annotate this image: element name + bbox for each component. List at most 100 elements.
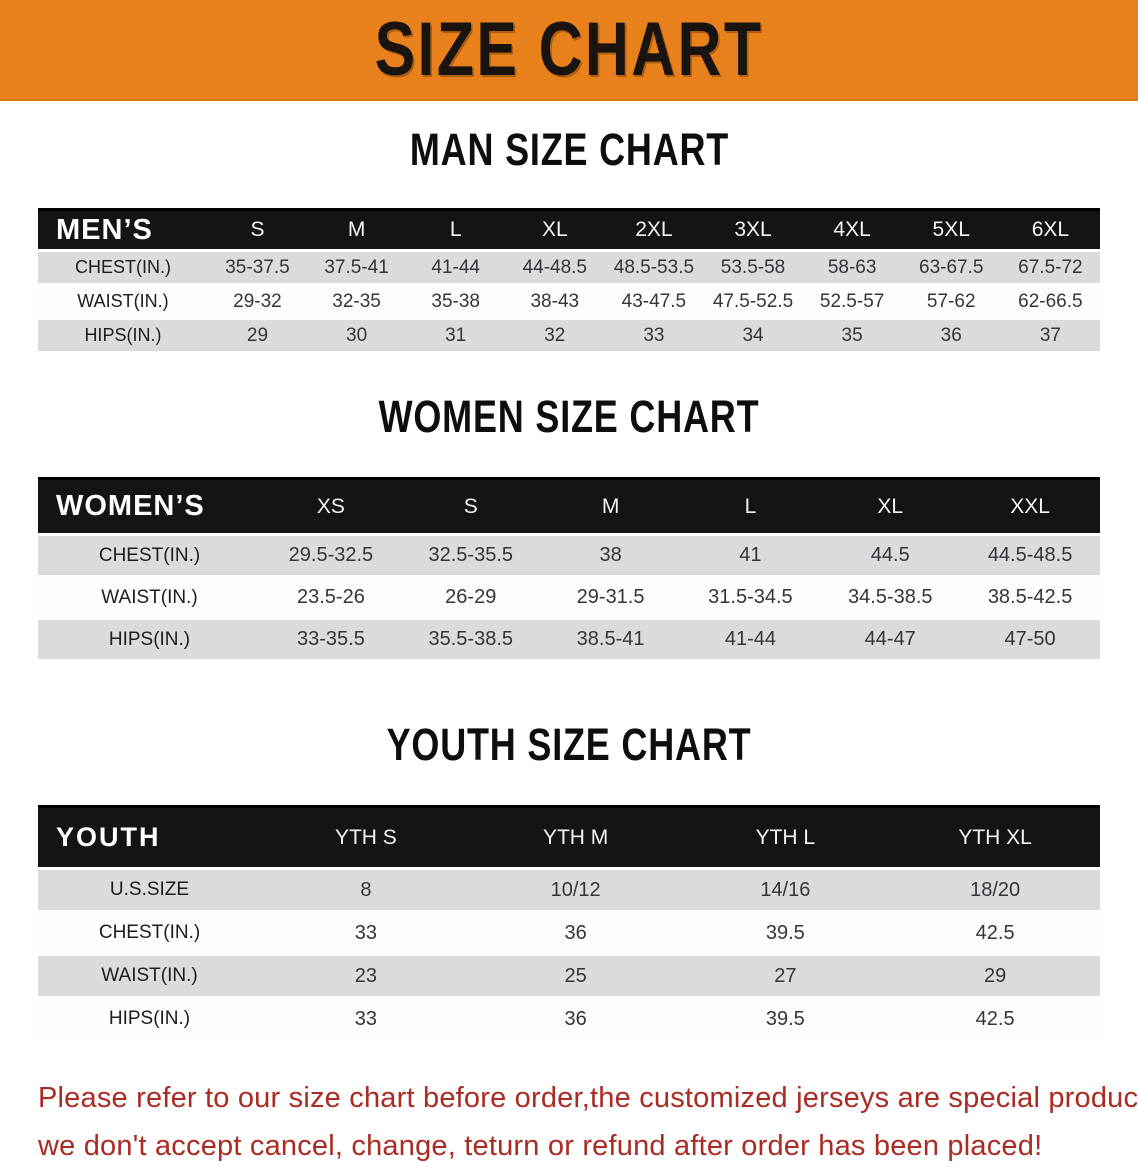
table-header-row: WOMEN’S XS S M L XL XXL [38,477,1100,533]
size-value-cell: 10/12 [470,870,681,910]
men-size-table: MEN’S S M L XL 2XL 3XL 4XL 5XL 6XL CHEST(IN.) 35-37… [38,205,1100,354]
size-value-cell: 30 [307,320,407,351]
measurement-row: CHEST(IN.) 33 36 39.5 42.5 [38,913,1100,953]
size-value-cell: 32 [505,320,605,351]
size-value-cell: 14/16 [680,870,891,910]
measurement-row: CHEST(IN.) 35-37.5 37.5-41 41-44 44-48.5 48.5… [38,252,1100,283]
size-value-cell: 42.5 [890,999,1100,1039]
order-disclaimer: Please refer to our size chart before or… [38,1074,1138,1170]
size-column-header: 2XL [604,208,704,249]
size-value-cell: 33-35.5 [261,620,401,659]
measurement-row: WAIST(IN.) 29-32 32-35 35-38 38-43 43-47.5 47.… [38,286,1100,317]
size-value-cell: 35-37.5 [207,252,308,283]
measurement-row-label: CHEST(IN.) [38,913,262,953]
measurement-row: HIPS(IN.) 33-35.5 35.5-38.5 38.5-41 41-44 44-… [38,620,1100,659]
table-title-cell: WOMEN’S [38,477,262,533]
size-value-cell: 44.5 [820,536,961,575]
size-value-cell: 25 [470,956,681,996]
size-value-cell: 29-32 [207,286,308,317]
size-column-header: 5XL [901,208,1001,249]
size-column-header: M [307,208,407,249]
size-column-header: YTH L [680,805,891,867]
size-value-cell: 32.5-35.5 [400,536,541,575]
table-header-row: YOUTH YTH S YTH M YTH L YTH XL [38,805,1100,867]
size-value-cell: 67.5-72 [1000,252,1100,283]
size-value-cell: 37.5-41 [307,252,407,283]
size-value-cell: 41 [680,536,821,575]
size-value-cell: 39.5 [680,913,891,953]
table-header: YOUTH YTH S YTH M YTH L YTH XL [38,805,1100,867]
youth-section-heading: YOUTH SIZE CHART [0,722,1138,776]
size-value-cell: 41-44 [680,620,821,659]
size-column-header: 6XL [1000,208,1100,249]
size-value-cell: 44-47 [820,620,961,659]
size-chart-body: MAN SIZE CHART MEN’S S M L XL 2XL 3XL 4XL 5XL 6XL… [0,127,1138,1170]
measurement-row-label: CHEST(IN.) [38,252,208,283]
size-column-header: S [400,477,541,533]
youth-size-table: YOUTH YTH S YTH M YTH L YTH XL U.S.SIZE 8 10/12… [38,802,1100,1042]
size-value-cell: 47.5-52.5 [703,286,803,317]
size-value-cell: 62-66.5 [1000,286,1100,317]
youth-section-heading-text: YOUTH SIZE CHART [386,719,752,770]
youth-size-section: YOUTH SIZE CHART YOUTH YTH S YTH M YTH L YTH… [0,722,1138,1042]
size-value-cell: 63-67.5 [901,252,1001,283]
measurement-row-label: HIPS(IN.) [38,999,262,1039]
size-value-cell: 53.5-58 [703,252,803,283]
size-value-cell: 33 [261,999,471,1039]
table-body: CHEST(IN.) 29.5-32.5 32.5-35.5 38 41 44.5 44.5… [38,536,1100,659]
table-title-cell: MEN’S [38,208,208,249]
women-size-table: WOMEN’S XS S M L XL XXL CHEST(IN.) 29.5-32.5 32.5… [38,474,1100,662]
measurement-row: WAIST(IN.) 23.5-26 26-29 29-31.5 31.5-34.5 34… [38,578,1100,617]
table-body: U.S.SIZE 8 10/12 14/16 18/20 CHEST(IN.) 33 36 39… [38,870,1100,1039]
size-value-cell: 29 [890,956,1100,996]
size-column-header: L [680,477,821,533]
measurement-row-label: U.S.SIZE [38,870,262,910]
size-value-cell: 29-31.5 [540,578,681,617]
size-column-header: YTH XL [890,805,1100,867]
size-value-cell: 44-48.5 [505,252,605,283]
size-value-cell: 36 [470,913,681,953]
size-value-cell: 38 [540,536,681,575]
size-column-header: 4XL [802,208,902,249]
men-size-section: MAN SIZE CHART MEN’S S M L XL 2XL 3XL 4XL 5XL 6XL… [0,127,1138,354]
size-value-cell: 38.5-41 [540,620,681,659]
size-value-cell: 18/20 [890,870,1100,910]
size-column-header: XS [261,477,401,533]
size-value-cell: 36 [901,320,1001,351]
measurement-row-label: WAIST(IN.) [38,578,262,617]
size-value-cell: 38.5-42.5 [960,578,1100,617]
size-value-cell: 52.5-57 [802,286,902,317]
size-chart-banner: SIZE CHART [0,0,1138,101]
size-value-cell: 48.5-53.5 [604,252,704,283]
size-column-header: M [540,477,681,533]
size-value-cell: 8 [261,870,471,910]
table-header: MEN’S S M L XL 2XL 3XL 4XL 5XL 6XL [38,208,1100,249]
size-value-cell: 35.5-38.5 [400,620,541,659]
women-section-heading-text: WOMEN SIZE CHART [378,391,760,442]
size-value-cell: 23.5-26 [261,578,401,617]
size-value-cell: 33 [604,320,704,351]
banner-title: SIZE CHART [374,6,764,92]
size-column-header: XXL [960,477,1100,533]
size-value-cell: 33 [261,913,471,953]
size-value-cell: 35 [802,320,902,351]
size-value-cell: 31 [406,320,506,351]
measurement-row: WAIST(IN.) 23 25 27 29 [38,956,1100,996]
men-section-heading: MAN SIZE CHART [0,127,1138,181]
size-value-cell: 38-43 [505,286,605,317]
size-column-header: XL [820,477,961,533]
size-value-cell: 26-29 [400,578,541,617]
size-value-cell: 27 [680,956,891,996]
size-value-cell: 43-47.5 [604,286,704,317]
measurement-row: HIPS(IN.) 29 30 31 32 33 34 35 36 37 [38,320,1100,351]
size-value-cell: 29.5-32.5 [261,536,401,575]
size-column-header: 3XL [703,208,803,249]
size-value-cell: 35-38 [406,286,506,317]
size-value-cell: 57-62 [901,286,1001,317]
disclaimer-line-2: we don't accept cancel, change, teturn o… [38,1130,1043,1162]
measurement-row-label: CHEST(IN.) [38,536,262,575]
measurement-row: U.S.SIZE 8 10/12 14/16 18/20 [38,870,1100,910]
size-value-cell: 23 [261,956,471,996]
size-value-cell: 39.5 [680,999,891,1039]
